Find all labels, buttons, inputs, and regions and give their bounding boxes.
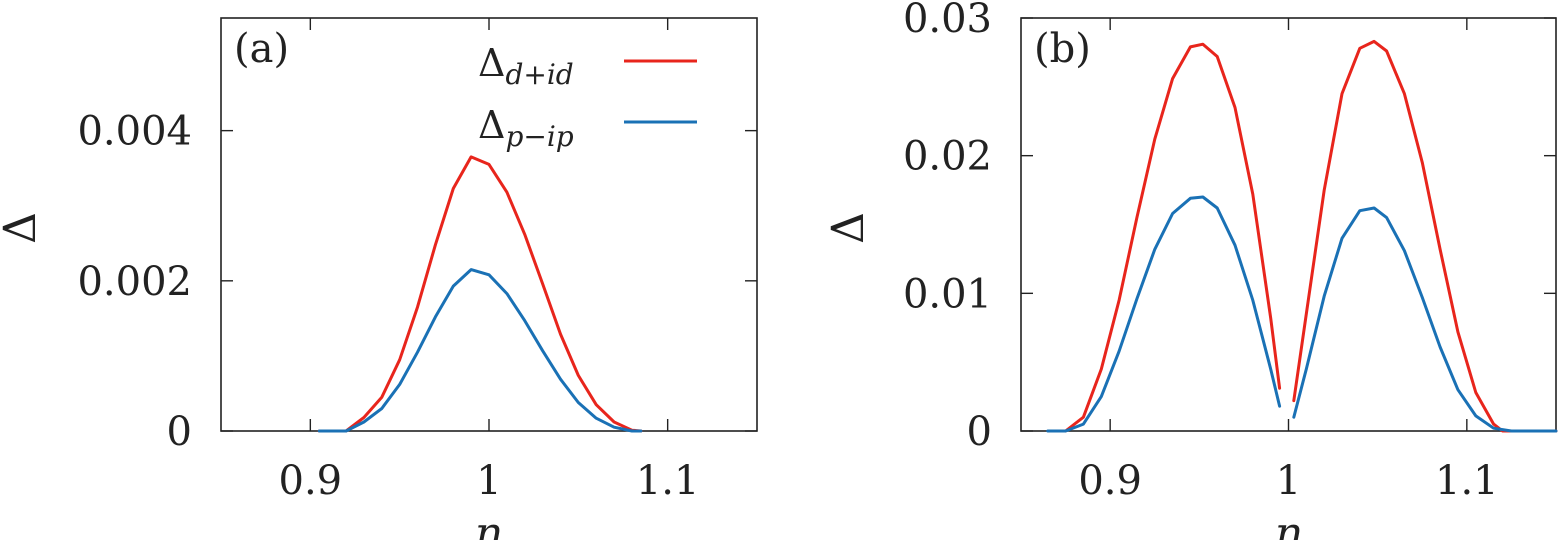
panel-b: (b) Δ n 0.9 1 1.1 0 0.01 0.02 0.03	[823, 0, 1558, 540]
panel-b-xtick-label: 1	[1276, 458, 1301, 504]
panel-a-xtick-label: 0.9	[279, 458, 343, 504]
panel-a-ytick-label: 0.004	[77, 109, 192, 155]
panel-a-label: (a)	[234, 26, 289, 72]
panel-b-ytick-label: 0.02	[903, 134, 992, 180]
legend-entry-p-ip-sub: p−ip	[505, 120, 573, 153]
panel-a-xlabel: n	[475, 508, 503, 540]
panel-a-xtick-label: 1	[476, 458, 501, 504]
panel-a-xtick-label: 1.1	[636, 458, 700, 504]
panel-b-xlabel: n	[1275, 508, 1303, 540]
panel-b-ylabel: Δ	[823, 212, 874, 244]
panel-a-legend: Δd+id Δp−ip	[478, 41, 697, 153]
panel-b-series-p-ip-line-seg1	[1046, 195, 1282, 433]
panel-a: (a) Δ n Δd+id Δp−ip 0.9 1 1.1 0 0.002 0.004	[0, 17, 758, 540]
panel-b-xtick-label: 1.1	[1435, 458, 1499, 504]
panel-b-ytick-label: 0	[967, 409, 992, 455]
panel-a-series-p-ip-line	[317, 268, 643, 433]
legend-entry-d-id: Δd+id	[478, 41, 574, 91]
panel-b-xtick-label: 0.9	[1078, 458, 1142, 504]
panel-a-ylabel: Δ	[0, 212, 46, 244]
panel-b-series-p-ip-line-seg2	[1292, 206, 1558, 433]
panel-a-series-d-id-line	[317, 155, 643, 433]
panel-a-ytick-label: 0	[167, 409, 192, 455]
panel-b-ytick-label: 0.01	[903, 271, 992, 317]
panel-b-ytick-label: 0.03	[903, 0, 992, 42]
panel-b-series-d-id-line-seg2	[1292, 39, 1558, 433]
legend-entry-p-ip: Δp−ip	[478, 103, 574, 153]
legend-entry-p-ip-main: Δ	[478, 103, 505, 147]
panel-b-label: (b)	[1034, 26, 1091, 72]
panel-a-ytick-label: 0.002	[77, 259, 192, 305]
panel-b-series-d-id-line-seg1	[1064, 42, 1282, 433]
legend-entry-d-id-sub: d+id	[505, 58, 573, 91]
legend-entry-d-id-main: Δ	[478, 41, 505, 85]
